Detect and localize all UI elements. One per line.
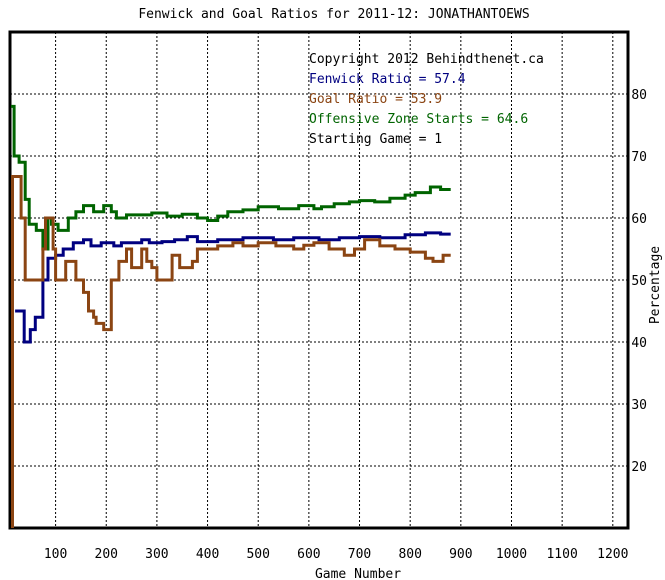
y-tick-label: 80: [631, 88, 647, 103]
x-tick-label: 1100: [546, 547, 577, 562]
y-tick-label: 70: [631, 150, 647, 165]
x-tick-label: 700: [348, 547, 371, 562]
x-tick-label: 1200: [597, 547, 628, 562]
x-tick-label: 300: [145, 547, 168, 562]
y-axis-label: Percentage: [648, 246, 663, 324]
legend-annotations: Copyright 2012 Behindthenet.ca Fenwick Ra…: [309, 52, 544, 147]
legend-text-3: Offensive Zone Starts = 64.6: [309, 112, 528, 127]
y-tick-label: 30: [631, 398, 647, 413]
series-line-1: [15, 231, 451, 344]
x-tick-label: 100: [44, 547, 67, 562]
x-tick-label: 200: [95, 547, 118, 562]
series-lines: [11, 104, 451, 528]
y-tick-labels: 20 30 40 50 60 70 80: [631, 88, 647, 475]
y-tick-label: 20: [631, 460, 647, 475]
series-line-2: [11, 175, 451, 528]
y-tick-label: 40: [631, 336, 647, 351]
x-tick-label: 800: [398, 547, 421, 562]
x-tick-label: 600: [297, 547, 320, 562]
legend-text-0: Copyright 2012 Behindthenet.ca: [309, 52, 544, 67]
series-line-0: [11, 104, 451, 251]
x-tick-label: 900: [449, 547, 472, 562]
legend-text-4: Starting Game = 1: [309, 132, 442, 147]
legend-text-1: Fenwick Ratio = 57.4: [309, 72, 466, 87]
y-tick-label: 60: [631, 212, 647, 227]
y-tick-label: 50: [631, 274, 647, 289]
x-tick-label: 500: [246, 547, 269, 562]
legend-text-2: Goal Ratio = 53.9: [309, 92, 442, 107]
x-tick-label: 1000: [496, 547, 527, 562]
x-tick-label: 400: [196, 547, 219, 562]
chart-title: Fenwick and Goal Ratios for 2011-12: JON…: [138, 7, 529, 22]
x-tick-labels: 100 200 300 400 500 600 700 800 900 1000 1100 1200: [44, 547, 629, 562]
grid-lines: [10, 32, 628, 528]
x-axis-label: Game Number: [315, 567, 401, 580]
